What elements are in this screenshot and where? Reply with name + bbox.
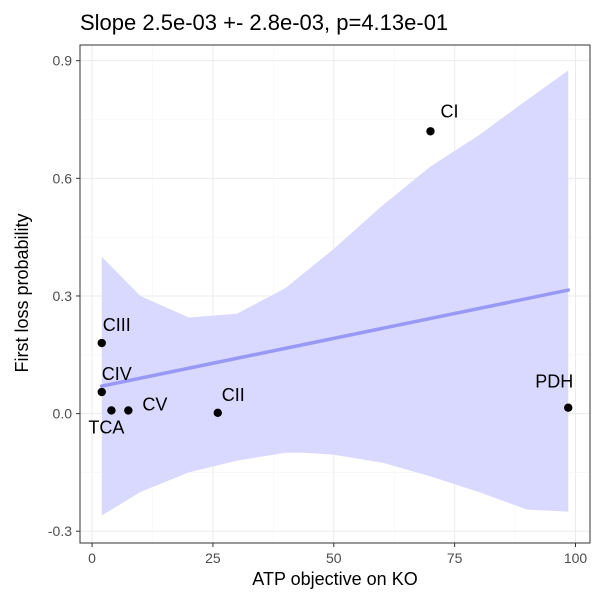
y-tick-label: 0.3 [53,288,73,304]
fit-line-layer [100,288,570,388]
y-tick-label: 0.9 [53,53,73,69]
point-label-pdh: PDH [535,372,573,392]
x-tick-label: 0 [88,550,96,566]
point-label-ciii: CIII [103,315,131,335]
point-labels-layer: CI CIII CIV TCA CV CII PDH [88,101,573,437]
x-tick-label: 25 [205,550,221,566]
y-axis-ticks: -0.3 0.0 0.3 0.6 0.9 [48,53,80,539]
data-point-cv [124,406,133,415]
x-axis-ticks: 0 25 50 75 100 [88,543,587,566]
y-tick-label: 0.6 [53,170,73,186]
point-label-civ: CIV [102,364,132,384]
chart-title: Slope 2.5e-03 +- 2.8e-03, p=4.13e-01 [80,10,448,35]
data-point-ci [426,127,435,136]
y-tick-label: 0.0 [53,406,73,422]
data-point-tca [107,406,116,415]
y-axis-title: First loss probability [12,213,32,372]
point-label-ci: CI [440,101,458,121]
plot-panel-border [79,44,591,544]
x-tick-label: 100 [564,550,588,566]
points-layer [97,127,573,418]
x-axis-title: ATP objective on KO [252,569,417,589]
data-point-pdh [564,403,573,412]
fit-line [100,288,570,388]
point-label-cv: CV [142,394,167,414]
x-tick-label: 50 [326,550,342,566]
data-point-civ [97,387,106,397]
x-tick-label: 75 [447,550,463,566]
y-tick-label: -0.3 [48,523,72,539]
confidence-band-layer [101,70,569,516]
data-point-ciii [97,338,106,348]
point-label-cii: CII [222,385,245,405]
point-label-tca: TCA [88,417,124,437]
confidence-band [101,70,569,516]
data-point-cii [213,408,222,418]
